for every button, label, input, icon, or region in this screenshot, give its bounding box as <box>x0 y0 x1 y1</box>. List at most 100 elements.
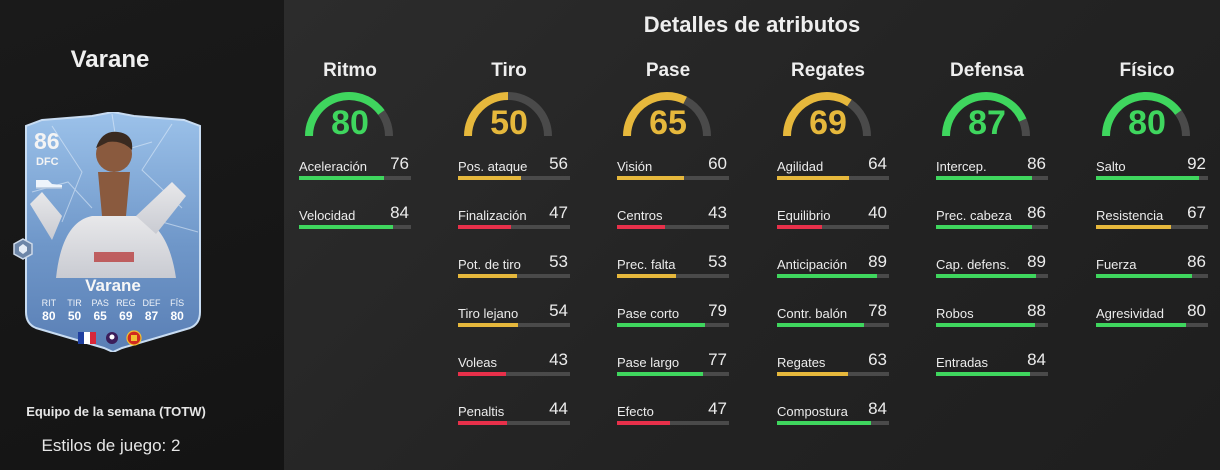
page-title: Detalles de atributos <box>643 12 861 37</box>
card-player-name: Varane <box>85 276 141 295</box>
stat-value: 77 <box>708 350 727 369</box>
stat-bar-fill <box>299 176 384 180</box>
stat-row: Penaltis 44 <box>458 393 570 442</box>
stat-bar-fill <box>777 274 877 278</box>
category-value: 87 <box>968 104 1006 142</box>
stat-row: Compostura 84 <box>777 393 889 442</box>
stat-value: 89 <box>1027 252 1046 271</box>
stat-name: Prec. cabeza <box>936 208 1012 223</box>
stat-bar-fill <box>458 274 517 278</box>
stat-bar <box>299 176 411 180</box>
stat-name: Penaltis <box>458 404 505 419</box>
stat-name: Efecto <box>617 404 654 419</box>
team-of-the-week-label: Equipo de la semana (TOTW) <box>26 404 206 419</box>
stat-bar-fill <box>936 274 1036 278</box>
card-background-icon <box>25 112 201 352</box>
stat-value: 47 <box>549 203 568 222</box>
gauge-arc <box>942 92 1030 137</box>
stat-bar <box>617 421 729 425</box>
stat-bar-fill <box>777 323 864 327</box>
gauge-arc <box>305 92 393 137</box>
stat-bar-fill <box>1096 176 1199 180</box>
stat-bar <box>777 421 889 425</box>
stat-row: Anticipación 89 <box>777 246 889 295</box>
player-name: Varane <box>70 46 150 73</box>
stat-name: Pot. de tiro <box>458 257 521 272</box>
stat-name: Pase corto <box>617 306 680 321</box>
stat-bar <box>777 323 889 327</box>
stat-value: 64 <box>868 154 887 173</box>
stat-name: Cap. defens. <box>936 257 1010 272</box>
stat-name: Tiro lejano <box>458 306 519 321</box>
stat-row: Finalización 47 <box>458 197 570 246</box>
stat-bar <box>1096 323 1208 327</box>
stat-row: Agresividad 80 <box>1096 295 1208 344</box>
stat-name: Resistencia <box>1096 208 1164 223</box>
stat-value: 76 <box>390 154 409 173</box>
card-position: DFC <box>36 156 59 168</box>
attribute-column-1: Tiro 50 Pos. ataque 56 Finalización 47 Po… <box>444 60 574 442</box>
stat-value: 86 <box>1187 252 1206 271</box>
stat-bar <box>936 274 1048 278</box>
stat-bar <box>458 225 570 229</box>
stat-value: 44 <box>549 399 568 418</box>
stat-value: 88 <box>1027 301 1046 320</box>
stat-value: 84 <box>868 399 887 418</box>
stat-bar-fill <box>777 225 822 229</box>
stat-row: Equilibrio 40 <box>777 197 889 246</box>
stat-name: Agilidad <box>777 159 824 174</box>
stat-bar <box>458 372 570 376</box>
card-stat: DEF 87 <box>142 298 161 323</box>
stat-bar <box>617 372 729 376</box>
stat-bar <box>936 323 1048 327</box>
hexagon-badge-icon <box>13 238 33 260</box>
stat-bar-fill <box>936 323 1035 327</box>
stat-name: Robos <box>936 306 974 321</box>
stat-bar <box>1096 176 1208 180</box>
category-gauge: 69 <box>763 90 893 148</box>
stat-name: Velocidad <box>299 208 356 223</box>
stat-bar <box>458 274 570 278</box>
stat-value: 54 <box>549 301 568 320</box>
stat-bar <box>458 176 570 180</box>
stat-value: 53 <box>708 252 727 271</box>
stat-value: 89 <box>868 252 887 271</box>
stat-name: Contr. balón <box>777 306 848 321</box>
gauge-arc <box>783 92 871 137</box>
stat-row: Prec. falta 53 <box>617 246 729 295</box>
stat-name: Prec. falta <box>617 257 676 272</box>
stat-bar <box>299 225 411 229</box>
stat-row: Intercep. 86 <box>936 148 1048 197</box>
stat-name: Regates <box>777 355 826 370</box>
stat-name: Voleas <box>458 355 498 370</box>
stat-bar-fill <box>458 225 511 229</box>
gauge-arc <box>1102 92 1190 137</box>
category-title: Pase <box>645 60 691 81</box>
category-value: 65 <box>649 104 687 142</box>
stat-name: Equilibrio <box>777 208 831 223</box>
stat-value: 79 <box>708 301 727 320</box>
stat-row: Contr. balón 78 <box>777 295 889 344</box>
player-card[interactable]: 86 DFC Varane RIT 80 TIR 50 PAS 65 REG 69 DE… <box>22 112 204 352</box>
category-gauge: 50 <box>444 90 574 148</box>
stat-bar-fill <box>458 372 506 376</box>
stat-bar-fill <box>299 225 393 229</box>
category-title: Ritmo <box>323 60 377 81</box>
stat-bar <box>936 372 1048 376</box>
stat-value: 47 <box>708 399 727 418</box>
stat-bar-fill <box>777 421 871 425</box>
manchester-united-crest-icon <box>126 330 142 346</box>
category-title: Defensa <box>950 60 1024 81</box>
stat-row: Prec. cabeza 86 <box>936 197 1048 246</box>
stat-bar-fill <box>617 225 665 229</box>
stat-value: 53 <box>549 252 568 271</box>
stat-name: Pos. ataque <box>458 159 528 174</box>
playstyles-label[interactable]: Estilos de juego: 2 <box>41 436 181 455</box>
card-stat: FÍS 80 <box>170 298 185 323</box>
stat-row: Efecto 47 <box>617 393 729 442</box>
stat-row: Pase corto 79 <box>617 295 729 344</box>
stat-name: Fuerza <box>1096 257 1137 272</box>
stat-row: Aceleración 76 <box>299 148 411 197</box>
stat-value: 67 <box>1187 203 1206 222</box>
card-stat: TIR 50 <box>67 298 82 323</box>
